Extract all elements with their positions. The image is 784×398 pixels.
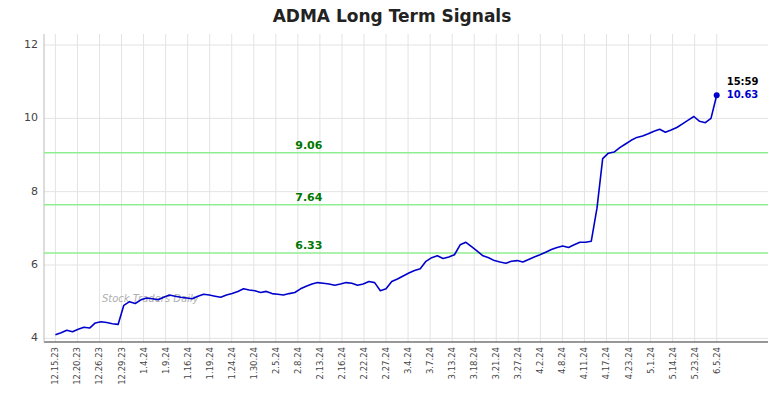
x-tick-label: 2.5.24 (271, 347, 281, 374)
x-grid-line (364, 34, 365, 342)
reference-label: 9.06 (295, 139, 322, 152)
x-tick-label: 3.27.24 (513, 347, 523, 379)
x-tick-label: 5.14.24 (668, 347, 678, 379)
x-grid-line (650, 34, 651, 342)
x-grid-line (672, 34, 673, 342)
y-grid-line (44, 265, 768, 266)
x-tick-label: 2.22.24 (359, 347, 369, 379)
x-tick-label: 12.26.23 (94, 347, 104, 385)
y-grid-line (44, 118, 768, 119)
x-grid-line (628, 34, 629, 342)
reference-label: 6.33 (295, 239, 322, 252)
last-point (714, 92, 720, 98)
reference-line (44, 204, 768, 206)
x-grid-line (408, 34, 409, 342)
x-grid-line (99, 34, 100, 342)
x-tick-label: 3.7.24 (425, 347, 435, 374)
x-tick-label: 4.2.24 (535, 347, 545, 374)
x-grid-line (386, 34, 387, 342)
y-tick-label: 10 (24, 111, 38, 124)
y-tick-label: 6 (31, 258, 38, 271)
y-grid-line (44, 191, 768, 192)
y-grid-line (44, 45, 768, 46)
chart-container: 4 6 8 10 12 12.15.23 12.20.23 12.26.23 12.29.23 1… (0, 0, 784, 398)
x-tick-label: 4.8.24 (557, 347, 567, 374)
x-grid-line (341, 34, 342, 342)
x-tick-label: 1.4.24 (139, 347, 149, 374)
x-grid-line (562, 34, 563, 342)
x-grid-line (584, 34, 585, 342)
x-tick-label: 1.24.24 (227, 347, 237, 379)
x-grid-line (606, 34, 607, 342)
x-tick-label: 2.27.24 (381, 347, 391, 379)
y-grid-line (44, 338, 768, 339)
grid (44, 34, 768, 342)
y-tick-label: 4 (31, 331, 38, 344)
x-tick-label: 5.1.24 (646, 347, 656, 374)
x-grid-line (452, 34, 453, 342)
x-tick-label: 3.21.24 (491, 347, 501, 379)
x-tick-label: 3.18.24 (469, 347, 479, 379)
axes: 4 6 8 10 12 12.15.23 12.20.23 12.26.23 12.29.23 1… (24, 34, 768, 385)
y-tick-label: 8 (31, 185, 38, 198)
x-tick-label: 2.13.24 (315, 347, 325, 379)
x-grid-line (716, 34, 717, 342)
annotation: 10.63 (727, 89, 759, 100)
x-tick-label: 1.9.24 (161, 347, 171, 374)
x-grid-line (540, 34, 541, 342)
x-tick-label: 3.13.24 (447, 347, 457, 379)
price-line (55, 95, 716, 334)
x-grid-line (518, 34, 519, 342)
x-grid-line (275, 34, 276, 342)
x-grid-line (474, 34, 475, 342)
x-grid-line (496, 34, 497, 342)
title: ADMA Long Term Signals (273, 6, 512, 26)
x-tick-label: 2.8.24 (293, 347, 303, 374)
x-tick-label: 3.4.24 (403, 347, 413, 374)
reference-line (44, 152, 768, 154)
x-tick-label: 1.16.24 (183, 347, 193, 379)
x-grid-line (77, 34, 78, 342)
chart: 4 6 8 10 12 12.15.23 12.20.23 12.26.23 12.29.23 1… (0, 0, 784, 398)
x-tick-label: 4.23.24 (624, 347, 634, 379)
x-tick-label: 2.16.24 (337, 347, 347, 379)
x-tick-label: 5.23.24 (690, 347, 700, 379)
x-tick-label: 12.15.23 (50, 347, 60, 385)
x-tick-label: 1.30.24 (249, 347, 259, 379)
x-tick-label: 12.29.23 (117, 347, 127, 385)
reference-line (44, 252, 768, 254)
x-tick-label: 12.20.23 (72, 347, 82, 385)
annotation: 15:59 (727, 76, 759, 87)
x-tick-label: 4.11.24 (579, 347, 589, 379)
x-grid-line (55, 34, 56, 342)
x-grid-line (297, 34, 298, 342)
x-grid-line (319, 34, 320, 342)
plot-area (44, 92, 768, 334)
x-grid-line (694, 34, 695, 342)
x-grid-line (231, 34, 232, 342)
y-tick-label: 12 (24, 38, 38, 51)
reference-label: 7.64 (295, 191, 322, 204)
y-axis-line (44, 34, 45, 342)
x-axis-line (44, 341, 768, 342)
x-grid-line (430, 34, 431, 342)
x-grid-line (253, 34, 254, 342)
x-tick-label: 6.5.24 (712, 347, 722, 374)
x-tick-label: 1.19.24 (205, 347, 215, 379)
x-tick-label: 4.17.24 (601, 347, 611, 379)
